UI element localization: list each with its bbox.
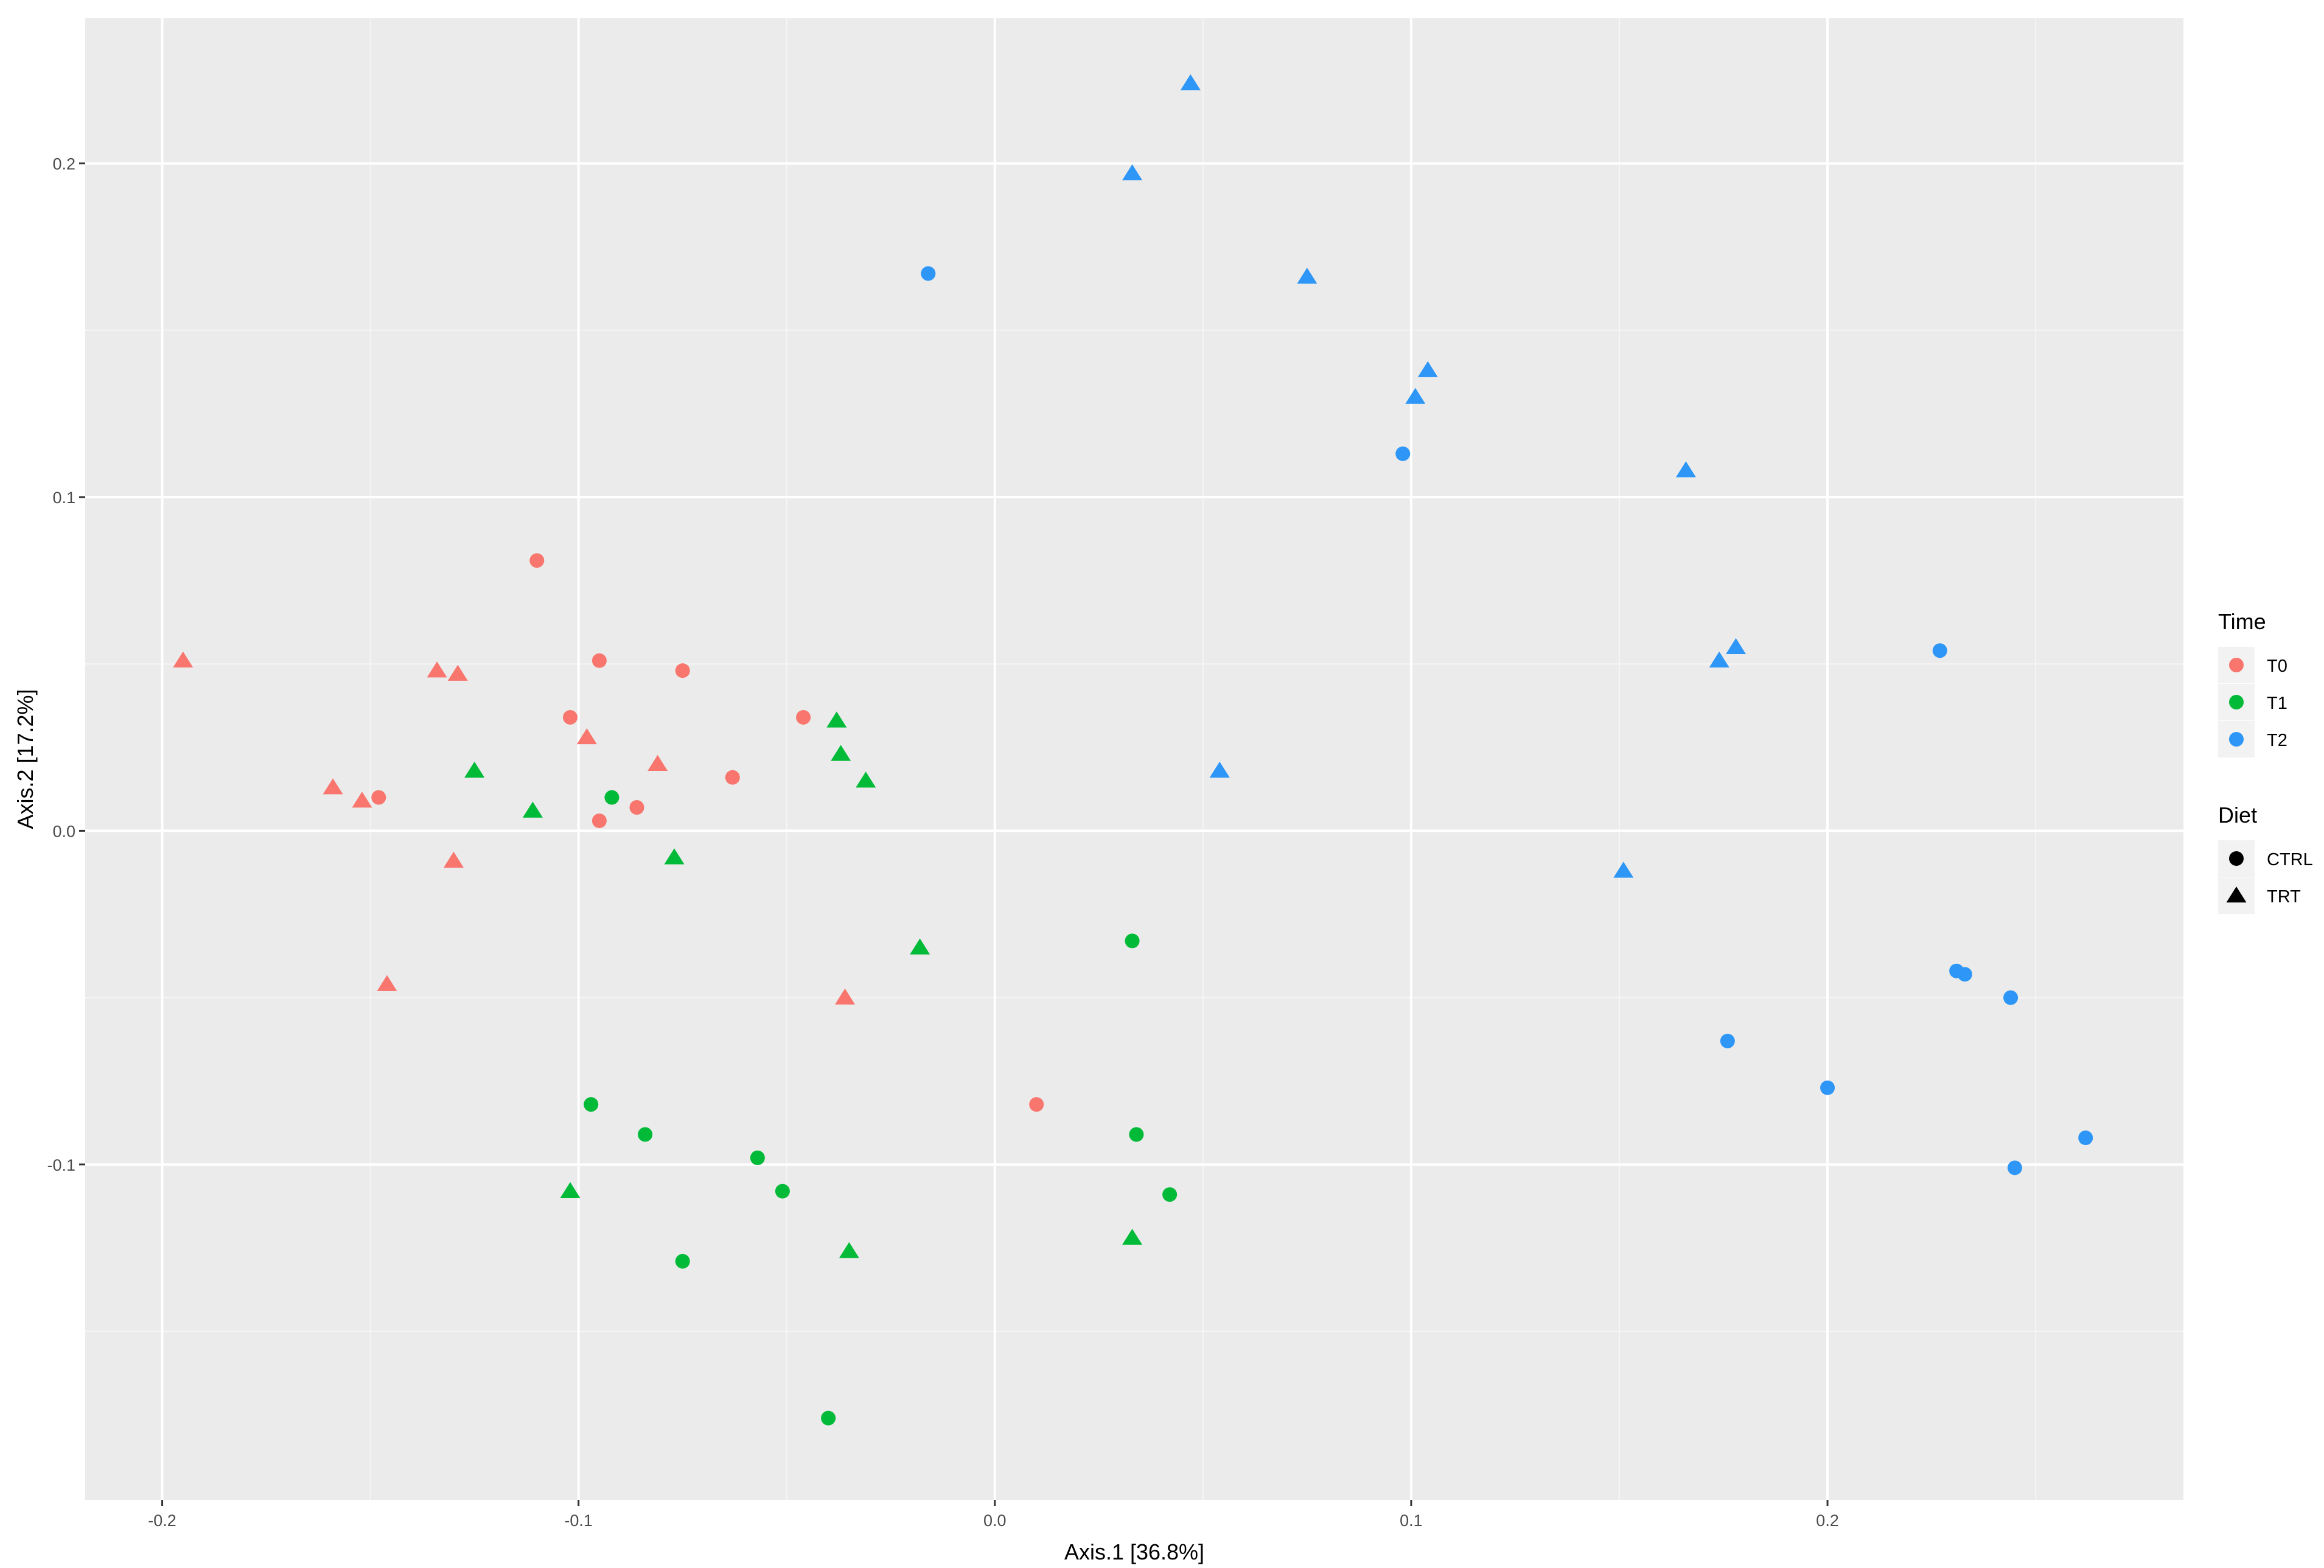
point-t1-ctrl bbox=[1162, 1187, 1178, 1202]
legend-title: Diet bbox=[2218, 803, 2257, 828]
point-t0-ctrl bbox=[591, 653, 607, 668]
y-tick-label: 0.0 bbox=[52, 822, 75, 840]
x-tick-label: 0.2 bbox=[1816, 1511, 1839, 1530]
point-t1-trt bbox=[1122, 1228, 1143, 1245]
point-t2-ctrl bbox=[1720, 1033, 1735, 1048]
point-t1-trt bbox=[560, 1182, 581, 1198]
point-t0-trt bbox=[173, 651, 194, 667]
point-t2-trt bbox=[1726, 638, 1746, 655]
point-t2-ctrl bbox=[2078, 1130, 2093, 1145]
legend-label-ctrl: CTRL bbox=[2267, 850, 2313, 869]
point-t0-ctrl bbox=[675, 663, 690, 678]
point-t1-trt bbox=[664, 848, 685, 865]
y-tick-label: 0.1 bbox=[52, 489, 75, 507]
point-t2-ctrl bbox=[2003, 990, 2019, 1005]
point-t1-ctrl bbox=[584, 1097, 599, 1112]
point-t2-trt bbox=[1180, 74, 1201, 91]
point-t1-trt bbox=[522, 801, 543, 818]
point-t0-trt bbox=[835, 988, 856, 1005]
point-t1-ctrl bbox=[1125, 933, 1140, 949]
point-t0-trt bbox=[647, 754, 668, 771]
point-t0-ctrl bbox=[629, 800, 644, 815]
legend: Time T0 T1 T2 Diet CTRL TRT bbox=[2218, 609, 2313, 914]
legend-key-t0 bbox=[2229, 658, 2244, 672]
major-gridlines bbox=[85, 18, 2183, 1500]
point-t2-ctrl bbox=[2007, 1160, 2022, 1176]
point-t0-ctrl bbox=[1029, 1097, 1044, 1112]
point-t1-trt bbox=[910, 938, 930, 955]
point-t2-trt bbox=[1122, 164, 1143, 181]
x-tick-label: -0.2 bbox=[148, 1511, 176, 1530]
point-t1-ctrl bbox=[604, 790, 619, 805]
point-t2-trt bbox=[1297, 268, 1317, 284]
point-t2-trt bbox=[1209, 761, 1230, 778]
point-t2-ctrl bbox=[921, 266, 936, 281]
y-tick-label: 0.2 bbox=[52, 155, 75, 173]
point-t2-ctrl bbox=[1957, 967, 1972, 982]
legend-key-t1 bbox=[2229, 695, 2244, 709]
point-t1-trt bbox=[826, 711, 847, 728]
point-t0-ctrl bbox=[529, 553, 545, 568]
point-t0-trt bbox=[377, 975, 397, 991]
point-t0-trt bbox=[323, 778, 343, 795]
point-t1-ctrl bbox=[675, 1253, 690, 1269]
point-t1-trt bbox=[839, 1242, 859, 1258]
x-tick-label: 0.1 bbox=[1400, 1511, 1423, 1530]
legend-label-t2: T2 bbox=[2267, 731, 2287, 750]
legend-label-trt: TRT bbox=[2267, 887, 2301, 907]
x-axis-title: Axis.1 [36.8%] bbox=[1064, 1539, 1204, 1564]
plot-panel bbox=[85, 18, 2183, 1500]
x-tick-label: 0.0 bbox=[983, 1511, 1007, 1530]
point-t1-ctrl bbox=[1129, 1127, 1144, 1142]
point-t0-trt bbox=[576, 728, 597, 745]
point-t1-ctrl bbox=[750, 1150, 765, 1165]
x-axis: -0.2 -0.1 0.0 0.1 0.2 bbox=[148, 1500, 1839, 1530]
point-t0-trt bbox=[443, 851, 464, 868]
legend-title: Time bbox=[2218, 609, 2266, 634]
data-points bbox=[173, 74, 2093, 1426]
point-t1-ctrl bbox=[638, 1127, 653, 1142]
point-t2-ctrl bbox=[1820, 1080, 1835, 1095]
legend-key-trt bbox=[2226, 887, 2247, 903]
point-t0-trt bbox=[447, 664, 468, 681]
legend-label-t1: T1 bbox=[2267, 694, 2287, 713]
legend-key-ctrl bbox=[2229, 851, 2244, 866]
point-t0-ctrl bbox=[796, 709, 811, 725]
point-t2-ctrl bbox=[1395, 446, 1411, 461]
point-t0-ctrl bbox=[591, 813, 607, 828]
y-tick-label: -0.1 bbox=[47, 1156, 75, 1174]
point-t0-ctrl bbox=[371, 790, 386, 805]
point-t0-trt bbox=[352, 792, 372, 808]
point-t1-trt bbox=[831, 745, 851, 761]
legend-key-t2 bbox=[2229, 732, 2244, 747]
point-t0-trt bbox=[427, 661, 447, 678]
point-t2-trt bbox=[1405, 388, 1426, 404]
point-t1-trt bbox=[856, 772, 876, 788]
point-t1-trt bbox=[464, 761, 485, 778]
point-t1-ctrl bbox=[775, 1183, 790, 1199]
y-axis-title: Axis.2 [17.2%] bbox=[13, 689, 38, 829]
point-t2-trt bbox=[1709, 651, 1729, 667]
minor-gridlines bbox=[85, 18, 2183, 1500]
point-t2-trt bbox=[1675, 461, 1696, 478]
point-t2-trt bbox=[1613, 862, 1634, 878]
point-t2-ctrl bbox=[1932, 643, 1947, 658]
point-t1-ctrl bbox=[821, 1410, 836, 1426]
point-t2-trt bbox=[1417, 361, 1438, 377]
x-tick-label: -0.1 bbox=[564, 1511, 593, 1530]
legend-label-t0: T0 bbox=[2267, 657, 2287, 676]
y-axis: -0.1 0.0 0.1 0.2 bbox=[47, 155, 85, 1174]
point-t0-ctrl bbox=[563, 709, 578, 725]
point-t0-ctrl bbox=[725, 770, 740, 785]
